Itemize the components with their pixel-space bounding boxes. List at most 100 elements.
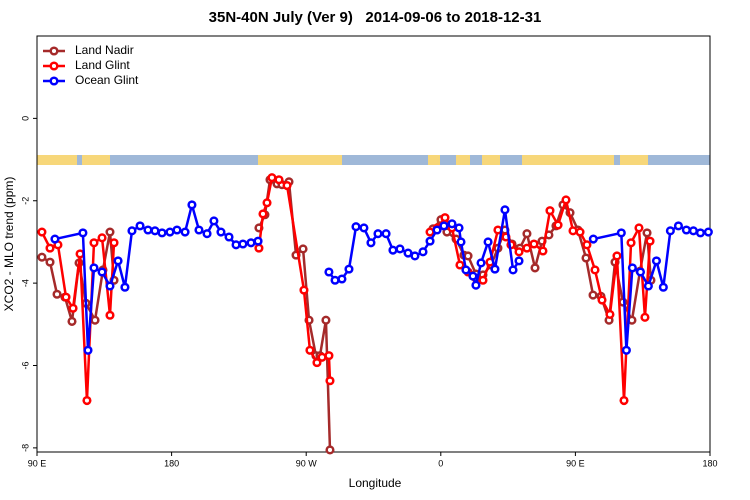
- point: [150, 226, 160, 236]
- point: [658, 282, 668, 292]
- x-tick-label: 180: [702, 458, 717, 468]
- point: [508, 265, 518, 275]
- y-tick-label: 0: [20, 116, 30, 121]
- point: [454, 223, 464, 233]
- point: [254, 243, 264, 253]
- legend-label: Ocean Glint: [75, 73, 139, 87]
- point: [325, 376, 335, 386]
- point: [75, 249, 85, 259]
- point: [597, 295, 607, 305]
- point: [627, 263, 637, 273]
- x-axis-label: Longitude: [349, 476, 402, 490]
- point: [468, 271, 478, 281]
- point: [143, 225, 153, 235]
- land-ocean-strip: [37, 155, 710, 165]
- point: [83, 345, 93, 355]
- point: [298, 244, 308, 254]
- point: [561, 195, 571, 205]
- point: [538, 246, 548, 256]
- point: [45, 257, 55, 267]
- point: [324, 267, 334, 277]
- point: [45, 243, 55, 253]
- point: [455, 260, 465, 270]
- point: [321, 315, 331, 325]
- point: [61, 292, 71, 302]
- point: [194, 225, 204, 235]
- point: [673, 221, 683, 231]
- series-line: [54, 200, 709, 351]
- point: [425, 236, 435, 246]
- point: [262, 198, 272, 208]
- point: [324, 351, 334, 361]
- point: [456, 237, 466, 247]
- point: [78, 228, 88, 238]
- x-tick-label: 90 E: [28, 458, 47, 468]
- point: [476, 258, 486, 268]
- point: [703, 227, 713, 237]
- point: [478, 275, 488, 285]
- point: [612, 251, 622, 261]
- point: [68, 303, 78, 313]
- point: [89, 238, 99, 248]
- point: [258, 209, 268, 219]
- point: [645, 236, 655, 246]
- point: [202, 229, 212, 239]
- point: [157, 228, 167, 238]
- point: [231, 240, 241, 250]
- point: [97, 233, 107, 243]
- point: [135, 221, 145, 231]
- point: [52, 289, 62, 299]
- point: [410, 251, 420, 261]
- point: [553, 220, 563, 230]
- plot-frame: [36, 35, 711, 453]
- point: [514, 247, 524, 257]
- point: [588, 234, 598, 244]
- point: [651, 256, 662, 266]
- point: [165, 227, 175, 237]
- point: [440, 213, 450, 223]
- series-line: [40, 176, 652, 401]
- point: [246, 238, 256, 248]
- point: [490, 264, 500, 274]
- point: [274, 175, 284, 185]
- point: [373, 229, 383, 239]
- point: [105, 227, 115, 237]
- point: [209, 216, 219, 226]
- point: [581, 253, 591, 263]
- point: [317, 352, 327, 362]
- point: [568, 226, 578, 236]
- point: [67, 316, 77, 326]
- point: [127, 226, 137, 236]
- point: [90, 315, 100, 325]
- y-tick-label: -6: [20, 361, 30, 369]
- point: [253, 236, 263, 246]
- point: [575, 227, 585, 237]
- point: [681, 225, 691, 235]
- point: [359, 223, 369, 233]
- point: [461, 265, 471, 275]
- point: [463, 251, 473, 261]
- point: [695, 228, 705, 238]
- legend-marker: [49, 61, 59, 71]
- point: [120, 282, 130, 292]
- point: [643, 281, 653, 291]
- legend-label: Land Glint: [75, 58, 130, 72]
- point: [366, 238, 376, 248]
- point: [634, 223, 644, 233]
- point: [605, 309, 615, 319]
- point: [432, 225, 442, 235]
- point: [616, 228, 626, 238]
- point: [514, 256, 524, 266]
- y-tick-label: -4: [20, 279, 30, 287]
- point: [665, 226, 675, 236]
- point: [325, 445, 335, 455]
- point: [642, 228, 652, 238]
- point: [545, 206, 555, 216]
- point: [471, 280, 481, 290]
- x-tick-label: 90 E: [566, 458, 585, 468]
- point: [172, 225, 182, 235]
- y-tick-label: -2: [20, 197, 30, 205]
- legend-label: Land Nadir: [75, 43, 134, 57]
- y-tick-label: -8: [20, 444, 30, 452]
- point: [180, 227, 190, 237]
